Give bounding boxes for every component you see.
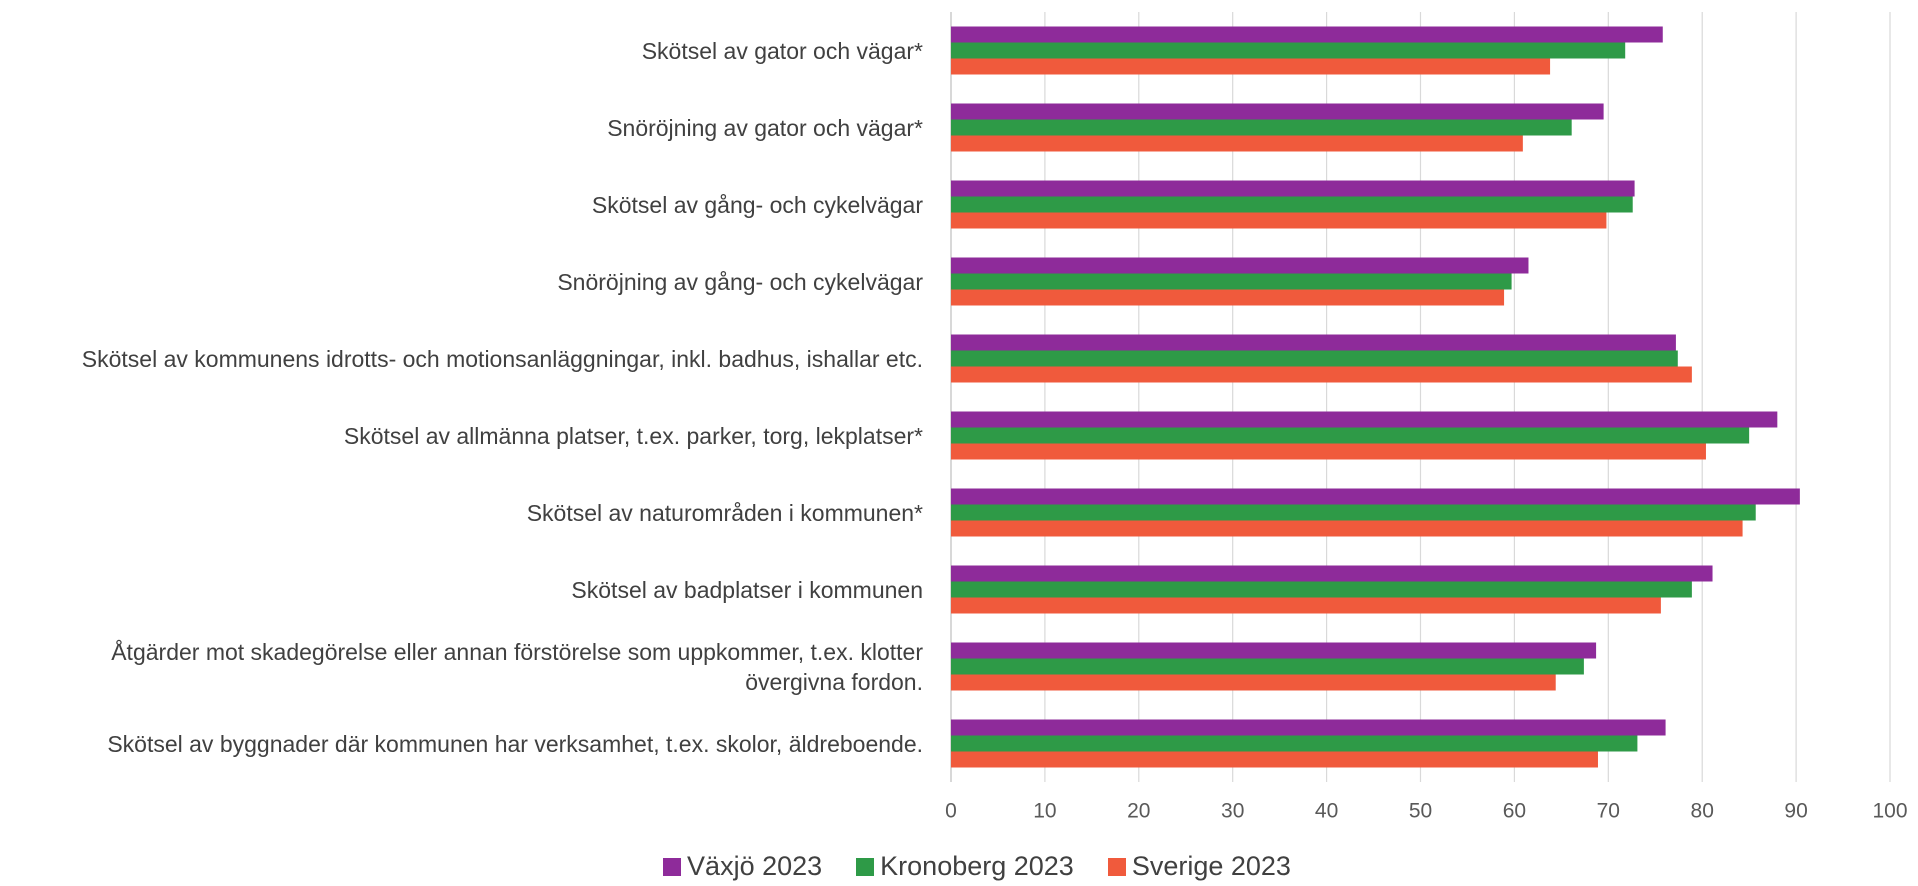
category-label: Skötsel av badplatser i kommunen	[571, 576, 923, 603]
legend-item: Sverige 2023	[1107, 851, 1291, 882]
bar	[951, 411, 1778, 428]
bar	[951, 581, 1692, 598]
x-tick-label: 80	[1691, 800, 1714, 823]
legend-swatch	[663, 857, 682, 876]
category-label: Skötsel av allmänna platser, t.ex. parke…	[343, 422, 923, 449]
category-label: Snöröjning av gator och vägar*	[607, 114, 923, 141]
bar	[951, 119, 1572, 136]
category-label: Åtgärder mot skadegörelse eller annan fö…	[111, 638, 923, 695]
x-tick-label: 20	[1127, 800, 1150, 823]
x-tick-label: 30	[1221, 800, 1244, 823]
bar	[951, 735, 1638, 752]
bar	[951, 443, 1706, 460]
bar	[951, 334, 1676, 351]
bar	[951, 350, 1678, 367]
legend-label: Sverige 2023	[1131, 851, 1291, 881]
legend-label: Växjö 2023	[687, 851, 823, 881]
bar	[951, 58, 1551, 75]
bar	[951, 520, 1743, 537]
x-tick-label: 50	[1409, 800, 1432, 823]
bar	[951, 597, 1661, 614]
legend: Växjö 2023 Kronoberg 2023 Sverige 2023	[0, 851, 1918, 882]
bar	[951, 257, 1529, 274]
x-tick-label: 10	[1033, 800, 1056, 823]
bar	[951, 212, 1607, 229]
x-tick-label: 90	[1784, 800, 1807, 823]
bar	[951, 289, 1505, 306]
bar	[951, 42, 1626, 59]
legend-swatch	[856, 857, 875, 876]
bar	[951, 751, 1598, 768]
category-label: Skötsel av byggnader där kommunen har ve…	[107, 730, 923, 757]
bar	[951, 658, 1584, 675]
bar	[951, 674, 1556, 691]
bar	[951, 565, 1713, 582]
bar	[951, 504, 1756, 521]
x-tick-label: 60	[1503, 800, 1526, 823]
bar	[951, 180, 1635, 197]
category-label: Snöröjning av gång- och cykelvägar	[557, 268, 923, 295]
bar	[951, 196, 1633, 213]
x-tick-label: 100	[1872, 800, 1907, 823]
category-label: Skötsel av gång- och cykelvägar	[591, 191, 923, 218]
category-label: Skötsel av naturområden i kommunen*	[526, 499, 923, 526]
x-tick-label: 70	[1597, 800, 1620, 823]
bar	[951, 427, 1750, 444]
category-label: Skötsel av kommunens idrotts- och motion…	[81, 345, 923, 372]
bar	[951, 103, 1604, 120]
x-tick-label: 40	[1315, 800, 1338, 823]
bar	[951, 366, 1692, 383]
category-label: Skötsel av gator och vägar*	[641, 37, 923, 64]
bar	[951, 135, 1523, 152]
x-tick-label: 0	[945, 800, 957, 823]
bar	[951, 26, 1663, 43]
bar	[951, 488, 1800, 505]
legend-item: Kronoberg 2023	[856, 851, 1074, 882]
legend-label: Kronoberg 2023	[880, 851, 1074, 881]
bar	[951, 273, 1512, 290]
bar	[951, 642, 1597, 659]
legend-item: Växjö 2023	[663, 851, 822, 882]
legend-swatch	[1107, 857, 1126, 876]
bar	[951, 719, 1666, 736]
